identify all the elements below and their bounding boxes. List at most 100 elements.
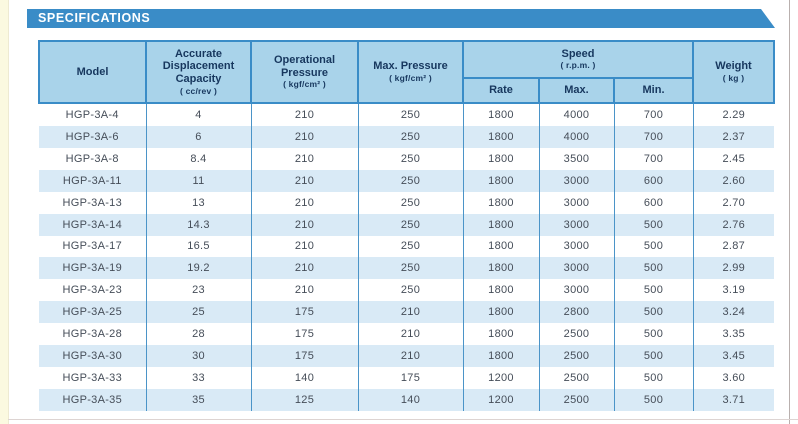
weight-cell: 2.37 xyxy=(692,125,774,148)
speed-max-cell: 3000 xyxy=(538,235,614,258)
speed-min-cell: 500 xyxy=(613,235,693,258)
capacity-cell: 28 xyxy=(145,323,251,346)
capacity-cell: 30 xyxy=(145,345,251,368)
speed-rate-cell: 1800 xyxy=(462,323,539,346)
header-max-pressure: Max. Pressure ( kgf/cm² ) xyxy=(357,40,464,104)
header-speed-unit: ( r.p.m. ) xyxy=(560,60,596,71)
speed-min-cell: 500 xyxy=(613,257,693,280)
table-row: HGP-3A-35 35 125 140 1200 2500 500 3.71 xyxy=(39,388,774,411)
model-cell: HGP-3A-25 xyxy=(62,306,123,319)
header-model-label: Model xyxy=(76,65,109,78)
speed-rate-cell: 1800 xyxy=(462,213,539,236)
capacity-cell: 11 xyxy=(145,169,251,192)
capacity-cell: 35 xyxy=(145,388,251,411)
speed-rate-cell: 1200 xyxy=(462,367,539,389)
speed-max-cell: 3000 xyxy=(538,191,614,214)
table-row: HGP-3A-6 6 210 250 1800 4000 700 2.37 xyxy=(39,125,774,148)
model-cell: HGP-3A-11 xyxy=(62,174,122,187)
max-pressure-cell: 250 xyxy=(357,147,463,170)
speed-min-cell: 500 xyxy=(613,279,693,302)
header-speed-rate: Rate xyxy=(462,77,540,104)
operational-pressure-cell: 140 xyxy=(250,367,358,389)
weight-cell: 2.29 xyxy=(692,103,774,126)
table-row: HGP-3A-11 11 210 250 1800 3000 600 2.60 xyxy=(39,169,774,192)
specifications-title: SPECIFICATIONS xyxy=(38,11,151,25)
header-capacity: Accurate Displacement Capacity ( cc/rev … xyxy=(145,40,252,104)
speed-max-cell: 2500 xyxy=(538,367,614,389)
speed-rate-cell: 1800 xyxy=(462,103,539,126)
speed-rate-cell: 1800 xyxy=(462,125,539,148)
capacity-cell: 6 xyxy=(145,125,251,148)
speed-max-cell: 3500 xyxy=(538,147,614,170)
capacity-cell: 25 xyxy=(145,301,251,324)
weight-cell: 2.99 xyxy=(692,257,774,280)
table-row: HGP-3A-8 8.4 210 250 1800 3500 700 2.45 xyxy=(39,147,774,170)
max-pressure-cell: 250 xyxy=(357,279,463,302)
operational-pressure-cell: 175 xyxy=(250,323,358,346)
speed-max-cell: 4000 xyxy=(538,125,614,148)
table-row: HGP-3A-30 30 175 210 1800 2500 500 3.45 xyxy=(39,345,774,368)
speed-max-cell: 4000 xyxy=(538,103,614,126)
model-cell: HGP-3A-19 xyxy=(62,262,123,275)
table-row: HGP-3A-25 25 175 210 1800 2800 500 3.24 xyxy=(39,301,774,324)
operational-pressure-cell: 210 xyxy=(250,125,358,148)
operational-pressure-cell: 175 xyxy=(250,345,358,368)
capacity-cell: 16.5 xyxy=(145,235,251,258)
weight-cell: 3.45 xyxy=(692,345,774,368)
weight-cell: 2.70 xyxy=(692,191,774,214)
header-capacity-label: Accurate Displacement Capacity xyxy=(162,47,235,85)
operational-pressure-cell: 210 xyxy=(250,191,358,214)
table-row: HGP-3A-23 23 210 250 1800 3000 500 3.19 xyxy=(39,279,774,302)
specifications-table: Model Accurate Displacement Capacity ( c… xyxy=(38,40,775,411)
max-pressure-cell: 250 xyxy=(357,125,463,148)
page-bottom-edge-line xyxy=(8,419,798,420)
spec-table-body: HGP-3A-4 4 210 250 1800 4000 700 2.29 HG… xyxy=(39,103,774,411)
speed-min-cell: 500 xyxy=(613,323,693,346)
header-operational-pressure-label: Operational Pressure xyxy=(273,53,336,79)
weight-cell: 2.76 xyxy=(692,213,774,236)
spec-table-header: Model Accurate Displacement Capacity ( c… xyxy=(38,40,775,104)
speed-rate-cell: 1800 xyxy=(462,191,539,214)
capacity-cell: 8.4 xyxy=(145,147,251,170)
speed-rate-cell: 1800 xyxy=(462,147,539,170)
model-cell: HGP-3A-13 xyxy=(62,196,123,209)
speed-max-cell: 3000 xyxy=(538,213,614,236)
page-right-edge-line xyxy=(789,0,790,424)
weight-cell: 2.87 xyxy=(692,235,774,258)
max-pressure-cell: 250 xyxy=(357,257,463,280)
weight-cell: 3.35 xyxy=(692,323,774,346)
header-operational-pressure: Operational Pressure ( kgf/cm² ) xyxy=(250,40,359,104)
table-row: HGP-3A-4 4 210 250 1800 4000 700 2.29 xyxy=(39,103,774,126)
speed-rate-cell: 1800 xyxy=(462,345,539,368)
header-speed-min: Min. xyxy=(613,77,694,104)
header-speed-max: Max. xyxy=(538,77,615,104)
speed-rate-cell: 1800 xyxy=(462,301,539,324)
speed-rate-cell: 1800 xyxy=(462,257,539,280)
model-cell: HGP-3A-30 xyxy=(62,350,123,363)
header-model: Model xyxy=(38,40,147,104)
model-cell: HGP-3A-6 xyxy=(65,130,119,143)
speed-rate-cell: 1200 xyxy=(462,388,539,411)
header-speed: Speed ( r.p.m. ) xyxy=(462,40,694,79)
operational-pressure-cell: 210 xyxy=(250,257,358,280)
speed-min-cell: 700 xyxy=(613,125,693,148)
operational-pressure-cell: 175 xyxy=(250,301,358,324)
capacity-cell: 13 xyxy=(145,191,251,214)
header-operational-pressure-unit: ( kgf/cm² ) xyxy=(283,79,326,90)
speed-rate-cell: 1800 xyxy=(462,235,539,258)
model-cell: HGP-3A-4 xyxy=(65,108,119,121)
capacity-cell: 14.3 xyxy=(145,213,251,236)
speed-max-cell: 3000 xyxy=(538,169,614,192)
table-row: HGP-3A-19 19.2 210 250 1800 3000 500 2.9… xyxy=(39,257,774,280)
header-max-pressure-label: Max. Pressure xyxy=(373,60,448,73)
speed-rate-cell: 1800 xyxy=(462,279,539,302)
capacity-cell: 33 xyxy=(145,367,251,389)
operational-pressure-cell: 210 xyxy=(250,213,358,236)
speed-min-cell: 500 xyxy=(613,367,693,389)
operational-pressure-cell: 210 xyxy=(250,169,358,192)
weight-cell: 3.71 xyxy=(692,388,774,411)
max-pressure-cell: 250 xyxy=(357,169,463,192)
header-capacity-unit: ( cc/rev ) xyxy=(180,85,217,96)
page-left-edge-strip xyxy=(0,0,9,424)
